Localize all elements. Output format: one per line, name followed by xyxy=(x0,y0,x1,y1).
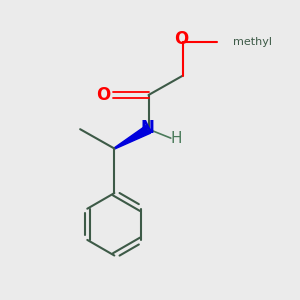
Text: O: O xyxy=(174,29,188,47)
Text: methyl: methyl xyxy=(233,37,272,46)
Text: H: H xyxy=(171,130,182,146)
Text: N: N xyxy=(140,119,154,137)
Polygon shape xyxy=(114,125,151,149)
Text: O: O xyxy=(96,86,110,104)
